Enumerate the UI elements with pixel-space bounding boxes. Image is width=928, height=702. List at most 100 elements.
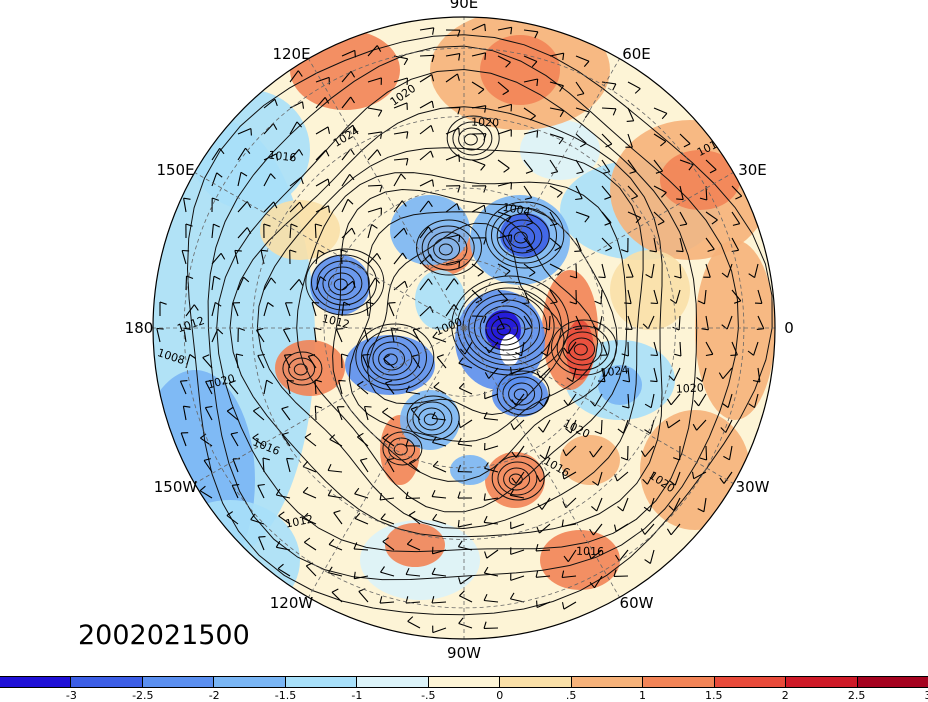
- wind-barb: [263, 173, 272, 187]
- wind-barb: [183, 405, 191, 408]
- isobar: [573, 343, 588, 356]
- wind-barb: [386, 457, 395, 461]
- wind-barb: [483, 237, 487, 245]
- wind-barb: [666, 528, 672, 536]
- wind-barb: [354, 493, 369, 499]
- wind-barb: [510, 549, 525, 555]
- wind-barb: [328, 538, 335, 545]
- wind-barb: [382, 433, 389, 439]
- wind-barb: [258, 536, 266, 538]
- isobar-label: 1024: [600, 363, 629, 379]
- wind-barb: [726, 263, 733, 278]
- wind-barb: [393, 158, 408, 161]
- wind-barb: [403, 227, 408, 235]
- wind-barb: [515, 471, 525, 484]
- wind-barb: [484, 467, 499, 473]
- wind-barb: [675, 289, 681, 304]
- wind-barb: [432, 417, 447, 421]
- wind-barb: [627, 393, 630, 409]
- wind-barb: [363, 328, 369, 343]
- wind-barb: [501, 299, 509, 304]
- wind-barb: [315, 76, 330, 83]
- colorbar-box: [0, 677, 72, 687]
- wind-barb: [657, 221, 665, 226]
- wind-barb: [250, 128, 252, 136]
- wind-barb: [437, 354, 444, 358]
- isobar: [496, 370, 550, 416]
- wind-barb: [502, 90, 509, 96]
- wind-barb: [262, 457, 265, 473]
- wind-barb: [734, 300, 741, 304]
- wind-barb: [488, 341, 499, 354]
- wind-barb: [283, 327, 291, 331]
- wind-barb: [236, 353, 244, 357]
- wind-barb: [458, 622, 473, 629]
- meridian: [308, 58, 465, 329]
- meridian: [463, 327, 620, 598]
- parallel: [323, 187, 605, 469]
- wind-barb: [419, 27, 434, 31]
- wind-barb: [567, 549, 577, 563]
- wind-barb: [333, 512, 343, 525]
- wind-barb: [232, 302, 239, 317]
- wind-barb: [471, 204, 485, 213]
- wind-barb: [393, 252, 404, 265]
- wind-barb: [428, 200, 433, 208]
- wind-barb: [453, 304, 459, 311]
- wind-barb: [718, 372, 724, 379]
- wind-barb: [653, 367, 658, 382]
- wind-barb: [721, 272, 728, 278]
- wind-barb: [511, 477, 517, 484]
- wind-barb: [558, 137, 564, 145]
- isobar-label: 1016: [576, 545, 604, 558]
- wind-barb: [367, 131, 382, 135]
- wind-barb: [598, 315, 603, 330]
- wind-barb: [592, 480, 599, 486]
- wind-barb: [698, 393, 707, 407]
- wind-barb: [211, 252, 222, 265]
- wind-barbs: [156, 23, 765, 634]
- wind-barb: [419, 278, 429, 291]
- wind-barb: [535, 549, 551, 552]
- wind-barb: [445, 260, 460, 265]
- wind-barb: [267, 302, 274, 307]
- wind-barb: [753, 393, 759, 408]
- wind-barb: [235, 354, 239, 369]
- wind-barb: [510, 423, 515, 430]
- wind-barb: [617, 506, 624, 512]
- wind-barb: [410, 406, 418, 410]
- wind-barb: [457, 540, 463, 547]
- wind-barb: [297, 70, 303, 77]
- wind-barb: [458, 546, 473, 551]
- lat-lon-grid: [153, 17, 775, 639]
- longitude-label: 60E: [622, 44, 651, 63]
- wind-barb: [250, 513, 256, 520]
- wind-barb: [376, 45, 382, 52]
- wind-barb: [627, 211, 642, 219]
- wind-barb: [457, 30, 461, 37]
- wind-barb: [284, 302, 291, 317]
- wind-barb: [511, 399, 517, 406]
- anomaly-patch: [310, 255, 370, 315]
- colorbar-box: [786, 677, 858, 687]
- wind-barb: [456, 203, 460, 211]
- wind-barb: [240, 171, 248, 177]
- colorbar-tick-label: -2.5: [132, 689, 154, 702]
- wind-barb: [386, 459, 395, 473]
- wind-barb: [523, 315, 533, 328]
- wind-barb: [579, 142, 587, 148]
- wind-barb: [237, 172, 242, 187]
- wind-barb: [549, 107, 564, 112]
- wind-barb: [574, 250, 582, 252]
- wind-barb: [536, 575, 551, 578]
- colorbar-tick-label: 2.5: [847, 689, 866, 702]
- wind-barb: [649, 549, 655, 564]
- wind-barb: [341, 199, 349, 213]
- wind-barb: [407, 620, 421, 629]
- wind-barb: [263, 302, 269, 317]
- wind-barb: [515, 445, 525, 458]
- wind-barb: [315, 250, 319, 265]
- wind-barb: [277, 563, 284, 570]
- wind-barb: [315, 205, 329, 213]
- wind-barb: [471, 289, 483, 301]
